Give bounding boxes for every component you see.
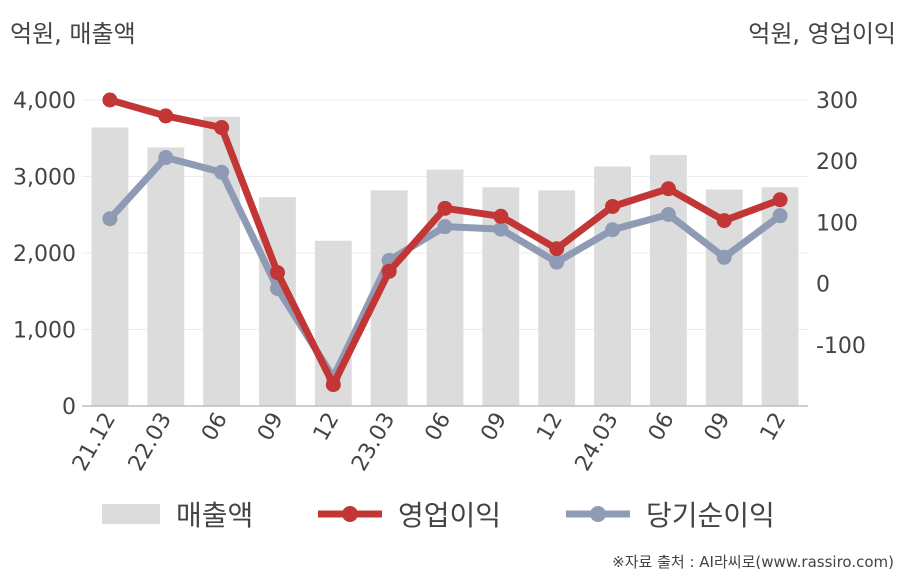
bar-revenue [91, 127, 129, 406]
point-net-income [549, 254, 565, 270]
point-operating-profit [214, 120, 230, 136]
right-axis-tick-label: 100 [816, 211, 858, 236]
point-net-income [493, 221, 509, 237]
source-note: ※자료 출처 : AI라씨로(www.rassiro.com) [612, 553, 894, 571]
point-operating-profit [381, 263, 397, 279]
right-axis-tick-label: 300 [816, 89, 858, 114]
point-net-income [772, 208, 788, 224]
bar-revenue [147, 147, 185, 406]
point-net-income [102, 211, 118, 227]
legend-item-net-income: 당기순이익 [566, 492, 775, 536]
left-axis-unit-label: 억원, 매출액 [10, 20, 136, 48]
legend-label-net-income: 당기순이익 [646, 499, 775, 532]
x-axis-tick-label: 06 [197, 409, 233, 446]
x-axis-tick-label: 22.03 [124, 409, 177, 476]
point-operating-profit [102, 92, 118, 108]
x-axis-tick-label: 09 [253, 409, 289, 446]
left-axis-tick-label: 0 [62, 395, 76, 420]
point-operating-profit [660, 181, 676, 197]
point-net-income [605, 222, 621, 238]
x-axis-tick-label: 24.03 [571, 409, 624, 476]
x-axis-tick-label: 12 [532, 409, 568, 446]
x-axis-tick-label: 06 [421, 409, 457, 446]
point-operating-profit [269, 265, 285, 281]
right-axis-tick-label: -100 [816, 334, 866, 359]
left-axis-tick-label: 1,000 [13, 319, 76, 344]
legend: 매출액 영업이익 당기순이익 [0, 492, 908, 536]
right-axis-unit-label: 억원, 영업이익 [748, 20, 896, 48]
point-operating-profit [158, 108, 174, 124]
point-net-income [716, 249, 732, 265]
legend-swatch-operating-profit [318, 506, 382, 522]
x-axis-tick-label: 12 [756, 409, 792, 446]
right-axis-tick-label: 0 [816, 273, 830, 298]
point-net-income [214, 164, 230, 180]
legend-swatch-net-income [566, 506, 630, 522]
point-net-income [158, 150, 174, 166]
left-axis-tick-label: 3,000 [13, 166, 76, 191]
legend-label-operating-profit: 영업이익 [398, 499, 502, 532]
x-axis-tick-label: 12 [309, 409, 345, 446]
point-operating-profit [325, 377, 341, 393]
x-axis-tick-label: 09 [700, 409, 736, 446]
legend-swatch-revenue [102, 504, 160, 524]
legend-item-operating-profit: 영업이익 [318, 492, 501, 536]
combo-chart: 01,0002,0003,0004,000-100010020030021.12… [13, 89, 866, 476]
point-operating-profit [772, 192, 788, 208]
point-operating-profit [716, 213, 732, 229]
point-net-income [660, 206, 676, 222]
left-axis-tick-label: 4,000 [13, 89, 76, 114]
left-axis-tick-label: 2,000 [13, 242, 76, 267]
x-axis-tick-label: 23.03 [347, 409, 400, 476]
x-axis-tick-label: 06 [644, 409, 680, 446]
legend-label-revenue: 매출액 [176, 499, 254, 532]
point-operating-profit [605, 198, 621, 214]
x-axis-tick-label: 09 [476, 409, 512, 446]
point-operating-profit [437, 200, 453, 216]
point-net-income [437, 219, 453, 235]
legend-item-revenue: 매출액 [102, 492, 253, 536]
bar-revenue [538, 190, 576, 406]
right-axis-tick-label: 200 [816, 150, 858, 175]
point-operating-profit [549, 241, 565, 257]
point-operating-profit [493, 208, 509, 224]
